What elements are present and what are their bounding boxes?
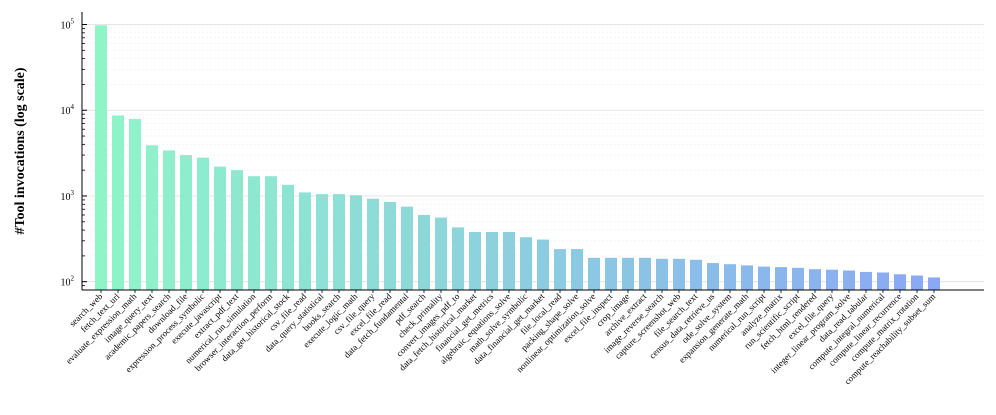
bar [435, 217, 447, 290]
bar [112, 115, 124, 290]
bar [486, 231, 498, 290]
bar [401, 206, 413, 290]
bar [724, 264, 736, 290]
bar [860, 271, 872, 290]
y-ticks-group: 102 103 104 105 [61, 18, 87, 291]
bar [350, 195, 362, 290]
y-tick-label: 105 [61, 18, 75, 32]
bar [265, 176, 277, 290]
bar [503, 231, 515, 290]
bar [146, 145, 158, 290]
bar [843, 270, 855, 290]
bar [622, 257, 634, 290]
bar [639, 257, 651, 290]
bar [707, 263, 719, 290]
bar [877, 272, 889, 290]
bar [775, 267, 787, 290]
bar [367, 198, 379, 290]
bar [180, 155, 192, 290]
bar [758, 266, 770, 290]
bar [809, 269, 821, 290]
bar [163, 150, 175, 290]
bar [469, 231, 481, 290]
bar [452, 227, 464, 290]
bar [418, 214, 430, 290]
bar [911, 275, 923, 290]
bar [129, 119, 141, 290]
bar [656, 258, 668, 290]
bar [248, 176, 260, 290]
bar [520, 237, 532, 290]
bar [588, 257, 600, 290]
bar [894, 274, 906, 290]
bar [605, 257, 617, 290]
bar [95, 25, 107, 290]
y-axis-title: #Tool invocations (log scale) [13, 67, 28, 234]
bar [792, 267, 804, 290]
bar [826, 269, 838, 290]
bar [299, 192, 311, 290]
bar [197, 157, 209, 290]
bar [690, 259, 702, 290]
bar [554, 249, 566, 290]
bar [673, 258, 685, 290]
bar [384, 202, 396, 290]
y-tick-label: 103 [61, 189, 75, 203]
y-tick-label: 102 [61, 275, 75, 289]
x-labels-group: search_webfetch_text_urlevaluate_express… [64, 290, 937, 386]
bars-group [95, 25, 940, 290]
bar [741, 265, 753, 290]
bar [928, 277, 940, 290]
bar [537, 239, 549, 290]
bar [282, 184, 294, 290]
bar [214, 166, 226, 290]
bar [231, 170, 243, 290]
bar [333, 194, 345, 290]
y-tick-label: 104 [61, 103, 75, 117]
bar [316, 194, 328, 290]
bar [571, 249, 583, 290]
